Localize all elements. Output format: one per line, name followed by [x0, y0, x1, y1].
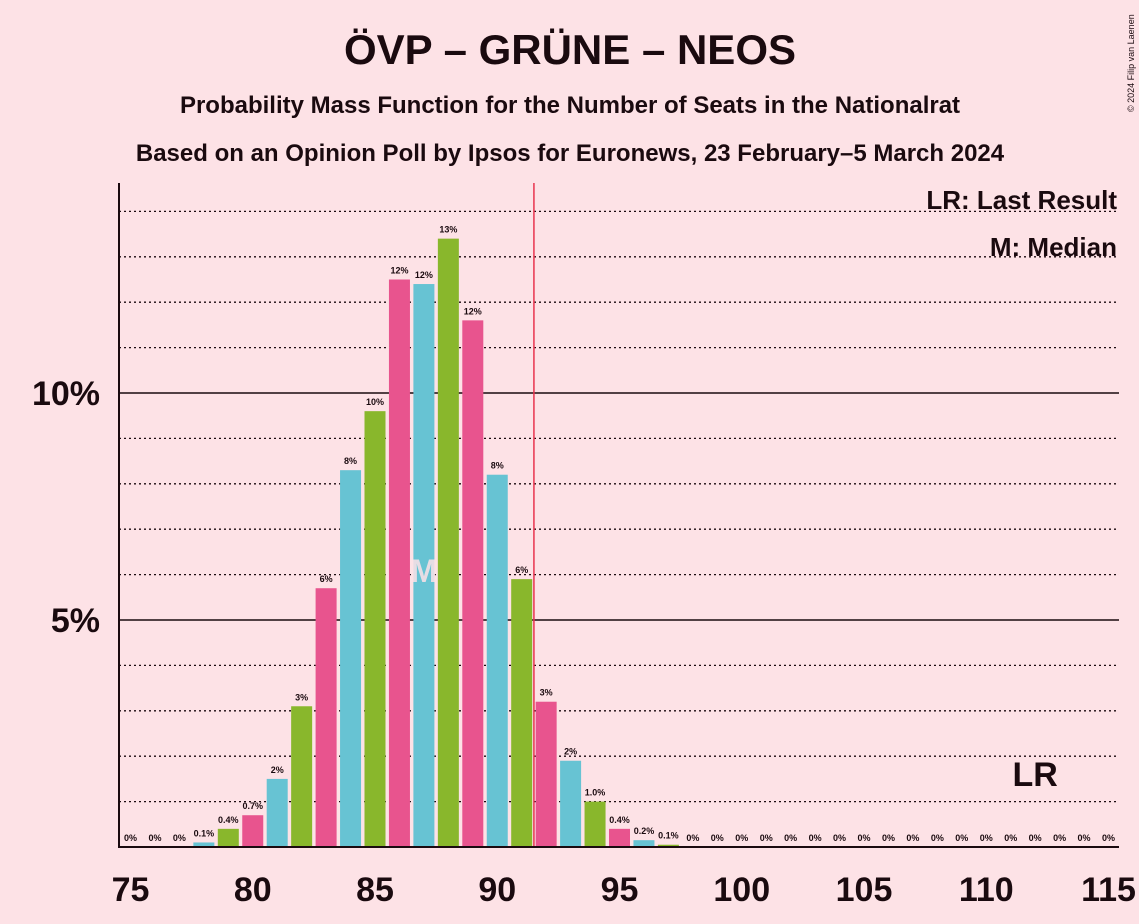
chart-subtitle: Probability Mass Function for the Number…: [180, 92, 960, 119]
grid-lines: [119, 210, 1119, 803]
x-tick-label: 100: [713, 871, 770, 909]
bar-seat-80: [242, 815, 264, 847]
bar-label-seat-104: 0%: [833, 833, 846, 843]
bar-seat-93: [560, 760, 582, 847]
x-tick-label: 85: [356, 871, 394, 909]
bar-seat-89: [462, 320, 484, 847]
bar-label-seat-88: 13%: [439, 225, 457, 235]
bar-seat-78: [193, 842, 215, 847]
bar-seat-90: [486, 474, 508, 847]
bar-seat-86: [388, 279, 410, 847]
bar-label-seat-82: 3%: [295, 692, 308, 702]
bar-label-seat-94: 1.0%: [585, 788, 606, 798]
bar-label-seat-110: 0%: [980, 833, 993, 843]
legend-median: M: Median: [990, 232, 1117, 262]
bar-seat-91: [511, 579, 533, 847]
bar-label-seat-93: 2%: [564, 747, 577, 757]
x-tick-label: 80: [234, 871, 272, 909]
last-result-marker: LR: [1012, 756, 1057, 794]
bar-seat-83: [315, 588, 337, 847]
bar-seat-81: [266, 778, 288, 847]
x-tick-label: 115: [1081, 871, 1136, 909]
x-tick-label: 75: [112, 871, 150, 909]
bar-label-seat-113: 0%: [1053, 833, 1066, 843]
bar-seat-97: [657, 844, 679, 847]
bar-label-seat-85: 10%: [366, 397, 384, 407]
bar-seat-79: [217, 828, 239, 847]
bar-label-seat-84: 8%: [344, 456, 357, 466]
bar-label-seat-105: 0%: [857, 833, 870, 843]
y-tick-labels: 5% 10%: [32, 375, 100, 640]
bar-label-seat-111: 0%: [1004, 833, 1017, 843]
bar-label-seat-80: 0.7%: [242, 801, 263, 811]
bar-label-seat-91: 6%: [515, 565, 528, 575]
bar-label-seat-77: 0%: [173, 833, 186, 843]
bar-label-seat-115: 0%: [1102, 833, 1115, 843]
bar-seat-96: [633, 840, 655, 847]
chart-subtitle-2: Based on an Opinion Poll by Ipsos for Eu…: [136, 140, 1005, 167]
bar-label-seat-102: 0%: [784, 833, 797, 843]
bar-label-seat-86: 12%: [390, 266, 408, 276]
bar-label-seat-89: 12%: [464, 306, 482, 316]
bar-label-seat-106: 0%: [882, 833, 895, 843]
bar-label-seat-92: 3%: [540, 688, 553, 698]
bar-seat-84: [340, 470, 362, 847]
bar-label-seat-109: 0%: [955, 833, 968, 843]
y-tick-label: 10%: [32, 375, 100, 413]
bar-label-seat-99: 0%: [711, 833, 724, 843]
bar-label-seat-95: 0.4%: [609, 815, 630, 825]
bar-label-seat-112: 0%: [1029, 833, 1042, 843]
bar-label-seat-103: 0%: [809, 833, 822, 843]
bar-label-seat-97: 0.1%: [658, 831, 679, 841]
bar-label-seat-81: 2%: [271, 765, 284, 775]
bar-label-seat-83: 6%: [320, 574, 333, 584]
bar-label-seat-96: 0.2%: [634, 826, 655, 836]
bar-seat-87: [413, 284, 435, 847]
median-marker: M: [411, 553, 438, 589]
bar-label-seat-76: 0%: [148, 833, 161, 843]
x-tick-label: 95: [601, 871, 639, 909]
bar-seat-94: [584, 801, 606, 847]
copyright-text: © 2024 Filip van Laenen: [1126, 14, 1136, 112]
bars: [193, 238, 679, 847]
x-tick-label: 110: [959, 871, 1014, 909]
bar-label-seat-79: 0.4%: [218, 815, 239, 825]
legend-last-result: LR: Last Result: [926, 185, 1117, 215]
bar-label-seat-87: 12%: [415, 270, 433, 280]
bar-label-seat-114: 0%: [1078, 833, 1091, 843]
chart-title: ÖVP – GRÜNE – NEOS: [344, 26, 796, 73]
y-tick-label: 5%: [51, 602, 100, 640]
bar-seat-92: [535, 701, 557, 847]
bar-label-seat-75: 0%: [124, 833, 137, 843]
bar-seat-82: [291, 706, 313, 847]
bar-label-seat-78: 0.1%: [194, 828, 215, 838]
x-tick-labels: 75 80 85 90 95 100 105 110 115: [112, 871, 1136, 909]
bar-labels: 0% 0% 0% 0.1%0.4%0.7%2%3%6%8%10%12% 12%13%12…: [124, 225, 1115, 843]
bar-label-seat-90: 8%: [491, 461, 504, 471]
bar-seat-85: [364, 411, 386, 847]
bar-label-seat-101: 0%: [760, 833, 773, 843]
bar-label-seat-100: 0%: [735, 833, 748, 843]
bar-label-seat-98: 0%: [686, 833, 699, 843]
bar-seat-95: [609, 828, 630, 847]
x-tick-label: 105: [836, 871, 893, 909]
bar-seat-88: [437, 238, 459, 847]
x-tick-label: 90: [478, 871, 516, 909]
bar-label-seat-107: 0%: [906, 833, 919, 843]
bar-label-seat-108: 0%: [931, 833, 944, 843]
